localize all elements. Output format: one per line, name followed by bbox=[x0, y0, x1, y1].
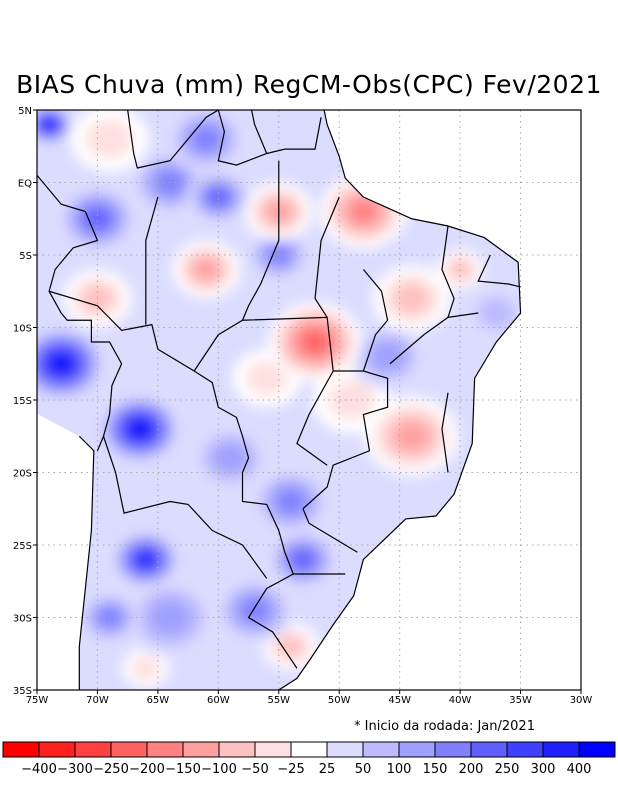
colorbar-swatch bbox=[362, 741, 400, 758]
anomaly-contour bbox=[351, 201, 376, 222]
colorbar-label: −300 bbox=[57, 762, 93, 777]
border-line bbox=[127, 110, 219, 169]
colorbar-swatch bbox=[506, 741, 544, 758]
anomaly-contour bbox=[194, 259, 218, 280]
y-tick-label: 5S bbox=[19, 251, 32, 262]
colorbar-swatch bbox=[398, 741, 436, 758]
anomaly-contour bbox=[245, 360, 288, 396]
colorbar-label: 200 bbox=[459, 762, 484, 777]
colorbar-label: −250 bbox=[93, 762, 129, 777]
anomaly-contour bbox=[241, 599, 268, 622]
colorbar-swatch bbox=[182, 741, 220, 758]
border-line bbox=[217, 110, 322, 166]
anomaly-contour bbox=[131, 656, 160, 681]
anomaly-contour bbox=[477, 297, 516, 329]
colorbar-swatch bbox=[254, 741, 292, 758]
colorbar-label: −25 bbox=[277, 762, 304, 777]
border-line bbox=[102, 436, 268, 579]
colorbar-label: −100 bbox=[201, 762, 237, 777]
colorbar-swatch bbox=[326, 741, 364, 758]
anomaly-contour bbox=[85, 119, 134, 159]
border-line bbox=[389, 312, 479, 365]
y-tick-label: 20S bbox=[13, 469, 32, 480]
x-tick-label: 45W bbox=[388, 695, 411, 706]
anomaly-contour bbox=[304, 332, 326, 352]
x-tick-label: 50W bbox=[328, 695, 351, 706]
colorbar-label: 100 bbox=[387, 762, 412, 777]
y-tick-label: 30S bbox=[13, 614, 32, 625]
colorbar-swatch bbox=[2, 741, 40, 758]
colorbar-swatch bbox=[218, 741, 256, 758]
x-tick-label: 55W bbox=[267, 695, 290, 706]
colorbar-label: 250 bbox=[495, 762, 520, 777]
anomaly-contour bbox=[86, 209, 109, 228]
border-line bbox=[145, 196, 159, 325]
x-tick-label: 70W bbox=[86, 695, 109, 706]
border-line bbox=[193, 316, 334, 466]
border-line bbox=[302, 370, 389, 510]
anomaly-contour bbox=[44, 120, 54, 129]
colorbar-label: 400 bbox=[567, 762, 592, 777]
anomaly-contour bbox=[213, 443, 248, 473]
anomaly-contour bbox=[394, 284, 429, 313]
anomaly-contour bbox=[132, 422, 147, 436]
x-tick-label: 35W bbox=[509, 695, 532, 706]
anomaly-contour bbox=[268, 246, 290, 264]
x-tick-label: 60W bbox=[207, 695, 230, 706]
colorbar-label: 50 bbox=[355, 762, 372, 777]
anomaly-contour bbox=[138, 553, 153, 566]
anomaly-contour bbox=[278, 636, 303, 657]
border-line bbox=[48, 290, 298, 669]
border-line bbox=[477, 254, 521, 288]
x-tick-label: 40W bbox=[449, 695, 472, 706]
border-line bbox=[302, 508, 358, 553]
colorbar-label: −200 bbox=[129, 762, 165, 777]
x-tick-label: 65W bbox=[147, 695, 170, 706]
colorbar-swatch bbox=[434, 741, 472, 758]
y-tick-label: 15S bbox=[13, 396, 32, 407]
colorbar-swatch bbox=[74, 741, 112, 758]
colorbar-swatch bbox=[146, 741, 184, 758]
anomaly-contour bbox=[277, 490, 304, 513]
y-tick-label: EQ bbox=[18, 179, 32, 190]
y-tick-label: 5N bbox=[18, 106, 32, 117]
colorbar-swatch bbox=[38, 741, 76, 758]
border-line bbox=[441, 392, 449, 473]
border-line bbox=[441, 225, 455, 318]
colorbar-label: −50 bbox=[241, 762, 268, 777]
colorbar-swatch bbox=[110, 741, 148, 758]
colorbar-label: 150 bbox=[423, 762, 448, 777]
border-line bbox=[314, 196, 340, 318]
border-line bbox=[78, 110, 522, 690]
colorbar-label: −150 bbox=[165, 762, 201, 777]
anomaly-contour bbox=[209, 189, 227, 205]
border-line bbox=[241, 160, 280, 321]
anomaly-contour bbox=[193, 127, 220, 151]
border-line bbox=[250, 110, 268, 154]
border-line bbox=[362, 269, 389, 372]
border-line bbox=[37, 174, 123, 451]
anomaly-contour bbox=[370, 342, 405, 371]
colorbar-swatch bbox=[290, 741, 328, 758]
colorbar-swatch bbox=[470, 741, 508, 758]
anomaly-contour bbox=[396, 422, 428, 450]
colorbar-label: 300 bbox=[531, 762, 556, 777]
run-start-note: * Inicio da rodada: Jan/2021 bbox=[354, 719, 535, 734]
colorbar-label: 25 bbox=[319, 762, 336, 777]
x-tick-label: 30W bbox=[570, 695, 593, 706]
colorbar-swatch bbox=[578, 741, 616, 758]
anomaly-contour bbox=[293, 551, 313, 568]
map-title: BIAS Chuva (mm) RegCM-Obs(CPC) Fev/2021 bbox=[16, 70, 602, 99]
y-tick-label: 35S bbox=[13, 686, 32, 697]
x-tick-label: 75W bbox=[26, 695, 49, 706]
y-tick-label: 25S bbox=[13, 541, 32, 552]
colorbar-label: −400 bbox=[21, 762, 57, 777]
y-tick-label: 10S bbox=[13, 324, 32, 335]
colorbar-swatch bbox=[542, 741, 580, 758]
anomaly-contour bbox=[53, 357, 69, 371]
